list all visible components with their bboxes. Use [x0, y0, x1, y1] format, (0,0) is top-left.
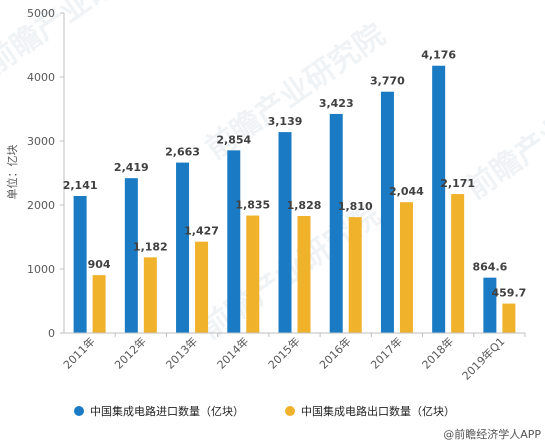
data-label-import: 3,139 — [268, 115, 303, 128]
bar-export — [143, 257, 157, 333]
data-label-export: 1,835 — [235, 199, 270, 212]
legend-label-export: 中国集成电路出口数量（亿块） — [301, 404, 455, 418]
y-axis: 0 1000 2000 3000 4000 5000 — [27, 7, 65, 340]
y-tick-label: 2000 — [27, 199, 55, 212]
y-tick-label: 3000 — [27, 135, 55, 148]
data-label-import: 2,854 — [216, 133, 251, 146]
y-tick-label: 1000 — [27, 263, 55, 276]
data-label-export: 1,182 — [133, 240, 168, 253]
data-labels: 2,141 904 2,419 1,182 2,663 1,427 2,854 1,835 3,… — [63, 49, 527, 300]
bar-export — [451, 194, 465, 333]
bar-export — [246, 215, 260, 333]
data-label-export: 904 — [88, 258, 111, 271]
x-tick-label: 2019年Q1 — [459, 334, 508, 383]
x-tick-label: 2011年 — [60, 334, 97, 371]
source-label: @前瞻经济学人APP — [443, 427, 541, 441]
x-tick-label: 2013年 — [163, 334, 200, 371]
x-tick-label: 2012年 — [111, 334, 148, 371]
legend-marker-import — [74, 406, 84, 416]
data-label-import: 3,770 — [370, 75, 405, 88]
y-tick-label: 4000 — [27, 71, 55, 84]
bar-export — [297, 216, 311, 333]
bar-export — [399, 202, 413, 333]
bar-export — [502, 303, 516, 333]
bar-export — [195, 241, 209, 333]
data-label-import: 2,419 — [114, 161, 149, 174]
data-label-import: 864.6 — [472, 261, 507, 274]
legend: 中国集成电路进口数量（亿块） 中国集成电路出口数量（亿块） — [74, 404, 455, 418]
bar-import — [73, 195, 87, 333]
bar-export — [92, 275, 106, 333]
bar-export — [348, 217, 362, 333]
y-tick-label: 0 — [48, 327, 55, 340]
bar-import — [227, 150, 241, 333]
data-label-import: 3,423 — [319, 97, 354, 110]
bar-import — [176, 162, 190, 333]
bar-import — [329, 113, 343, 333]
data-label-import: 2,663 — [165, 146, 200, 159]
bar-import — [124, 178, 138, 333]
legend-marker-export — [285, 406, 295, 416]
data-label-import: 2,141 — [63, 179, 98, 192]
data-label-export: 1,810 — [338, 200, 373, 213]
x-tick-label: 2018年 — [419, 334, 456, 371]
y-tick-label: 5000 — [27, 7, 55, 20]
x-axis: 2011年 2012年 2013年 2014年 2015年 2016年 2017年 2018年… — [60, 332, 526, 383]
bar-import — [432, 65, 446, 334]
x-tick-label: 2015年 — [265, 334, 302, 371]
data-label-export: 459.7 — [491, 287, 526, 300]
y-axis-title: 单位：亿块 — [5, 145, 19, 200]
bars — [73, 65, 516, 334]
bar-import — [483, 277, 497, 333]
data-label-export: 2,171 — [440, 177, 475, 190]
data-label-import: 4,176 — [421, 49, 456, 62]
x-tick-label: 2016年 — [316, 334, 353, 371]
bar-import — [278, 132, 292, 333]
bar-import — [380, 91, 394, 333]
x-tick-label: 2017年 — [368, 334, 405, 371]
data-label-export: 1,828 — [287, 199, 322, 212]
legend-label-import: 中国集成电路进口数量（亿块） — [90, 404, 244, 418]
data-label-export: 1,427 — [184, 225, 219, 238]
watermark-text: 前瞻产业研究院 — [0, 0, 172, 82]
data-label-export: 2,044 — [389, 185, 424, 198]
